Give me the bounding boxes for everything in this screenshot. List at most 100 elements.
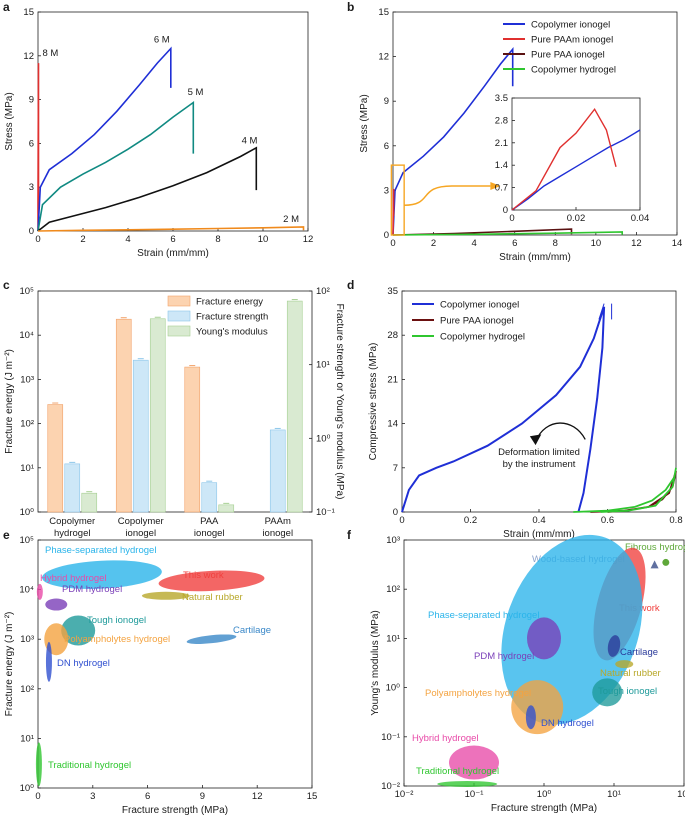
panel-c-bar: [201, 482, 218, 513]
panel-c-bar: [47, 404, 64, 513]
panel-b-ytick-label: 15: [378, 7, 389, 18]
panel-f-region: [527, 617, 561, 660]
panel-letter-a: a: [3, 0, 10, 14]
panel-b-legend-label: Copolymer hydrogel: [531, 65, 616, 76]
panel-a-ytick-label: 12: [23, 51, 34, 62]
panel-b-xtick-label: 12: [631, 238, 642, 249]
panel-e-region-label: Hybrid hydrogel: [40, 573, 107, 584]
panel-c-legend-label: Fracture energy: [196, 297, 263, 308]
panel-b-inset-xtick-label: 0.02: [567, 213, 586, 224]
panel-f-region: [449, 745, 499, 780]
panel-c-ytick-label: 10¹: [20, 463, 34, 474]
panel-d-annotation-arrowhead: [529, 434, 542, 446]
panel-b-inset-ytick-label: 2.1: [495, 138, 508, 149]
panel-f-region-label: Phase-separated hydrogel: [428, 610, 539, 621]
panel-c-y2tick-label: 10⁻¹: [316, 507, 335, 518]
panel-f-xtick-label: 10⁰: [537, 789, 552, 800]
panel-e-ytick-label: 10³: [20, 634, 34, 645]
panel-d-series-line: [401, 306, 606, 513]
panel-b-ytick-label: 12: [378, 52, 389, 63]
panel-e-region: [61, 615, 96, 646]
panel-e-region-label: Tough ionogel: [87, 615, 146, 626]
panel-d-load-arrow: [598, 303, 605, 320]
panel-e-region: [35, 742, 42, 787]
panel-b: 0 2 4 6 8 10 12 14 0 3 6 9 12 15 Strain (mm/mm) Stress …: [359, 7, 682, 263]
panel-e-region: [158, 570, 265, 592]
panel-e-xtick-label: 0: [35, 791, 40, 802]
panel-d-xlabel: Strain (mm/mm): [503, 529, 575, 540]
panel-f-ytick-label: 10¹: [386, 633, 400, 644]
panel-f-xtick-label: 10²: [677, 789, 685, 800]
panel-f-region: [650, 560, 659, 569]
panel-f-ytick-label: 10⁻¹: [381, 732, 400, 743]
panel-c-bar: [149, 318, 166, 513]
panel-c-legend-label: Young's modulus: [196, 327, 268, 338]
panel-d-annotation: Deformation limited by the instrument: [498, 447, 580, 470]
panel-b-inset-frame: [511, 97, 641, 211]
panel-e-ylabel: Fracture energy (J m⁻²): [4, 612, 15, 717]
panel-a-xtick-label: 2: [80, 234, 85, 245]
panel-e-xtick-label: 3: [90, 791, 95, 802]
panel-f-ytick-label: 10⁰: [386, 683, 401, 694]
panel-a-series-line: [37, 146, 258, 232]
panel-b-xtick-label: 10: [591, 238, 602, 249]
panel-a-ytick-label: 3: [29, 182, 34, 193]
panel-f: 10⁻² 10⁻¹ 10⁰ 10¹ 10² 10⁻² 10⁻¹ 10⁰ 10¹ 10² 10³ Fra…: [370, 534, 685, 814]
panel-c-ytick-label: 10⁴: [19, 330, 34, 341]
panel-b-xlabel: Strain (mm/mm): [499, 252, 571, 263]
panel-d-xtick-label: 0.4: [532, 515, 545, 526]
panel-e-xtick-label: 6: [145, 791, 150, 802]
panel-b-inset-ytick-label: 3.5: [495, 93, 508, 104]
panel-b-xtick-label: 6: [512, 238, 517, 249]
panel-e-ytick-label: 10⁵: [19, 535, 34, 546]
panel-c-bar: [184, 366, 201, 513]
panel-f-region: [592, 678, 623, 707]
panel-d-ylabel: Compressive stress (MPa): [368, 343, 379, 461]
panel-c-y2tick-label: 10¹: [316, 360, 330, 371]
panel-b-inset-ytick-label: 0: [503, 205, 508, 216]
panel-a-xtick-label: 8: [215, 234, 220, 245]
panel-a-ytick-label: 6: [29, 138, 34, 149]
panel-b-series-line: [392, 188, 395, 236]
panel-f-region: [615, 660, 634, 669]
panel-c-legend-swatch: [167, 295, 191, 307]
panel-c-legend-swatch: [167, 310, 191, 322]
panel-a-frame: [37, 11, 309, 232]
panel-b-ytick-label: 3: [384, 185, 389, 196]
panel-e-region-label: Phase-separated hydrogel: [45, 545, 156, 556]
panel-f-xtick-label: 10¹: [607, 789, 621, 800]
panel-f-region: [511, 680, 564, 735]
panel-a: 0 2 4 6 8 10 12 0 3 6 9 12 15 Strain (mm/mm) Stress (M…: [4, 7, 313, 259]
panel-e-region-label: Natural rubber: [182, 592, 243, 603]
panel-d-legend-label: Pure PAA ionogel: [440, 316, 514, 327]
panel-c-bar: [132, 359, 149, 513]
panel-a-series-label: 2 M: [283, 214, 299, 225]
panel-e-ytick-label: 10⁴: [19, 585, 34, 596]
panel-b-inset-ytick-label: 1.4: [495, 160, 508, 171]
panel-e-region-label: This work: [183, 570, 224, 581]
panel-c-legend-swatch: [167, 325, 191, 337]
panel-f-region-label: Tough ionogel: [598, 686, 657, 697]
panel-a-series-line: [37, 226, 305, 232]
panel-b-zoom-box: [390, 164, 405, 236]
panel-f-region-label: Cartilage: [620, 647, 658, 658]
panel-letter-e: e: [3, 528, 10, 542]
panel-e-region: [45, 641, 52, 682]
panel-d-legend-label: Copolymer ionogel: [440, 300, 519, 311]
panel-c-ytick-label: 10³: [20, 374, 34, 385]
panel-a-ylabel: Stress (MPa): [4, 92, 15, 150]
panel-f-region-label: Traditional hydrogel: [416, 766, 499, 777]
panel-a-series-label: 5 M: [188, 87, 204, 98]
panel-b-inset-series-line: [511, 107, 617, 211]
panel-f-xtick-label: 10⁻²: [395, 789, 414, 800]
panel-f-region-label: PDM hydrogel: [474, 651, 534, 662]
panel-c-ytick-label: 10⁵: [19, 286, 34, 297]
panel-d-ytick-label: 14: [387, 419, 398, 430]
panel-e-ytick-label: 10⁰: [20, 783, 35, 794]
panel-d-xtick-label: 0: [399, 515, 404, 526]
panel-e-region-label: Traditional hydrogel: [48, 760, 131, 771]
panel-d-ytick-label: 7: [393, 463, 398, 474]
panel-d: 0 0.2 0.4 0.6 0.8 0 7 14 21 28 35 Strain (mm/mm) Com…: [368, 286, 683, 540]
panel-e-region: [42, 560, 162, 589]
panel-a-xtick-label: 6: [170, 234, 175, 245]
